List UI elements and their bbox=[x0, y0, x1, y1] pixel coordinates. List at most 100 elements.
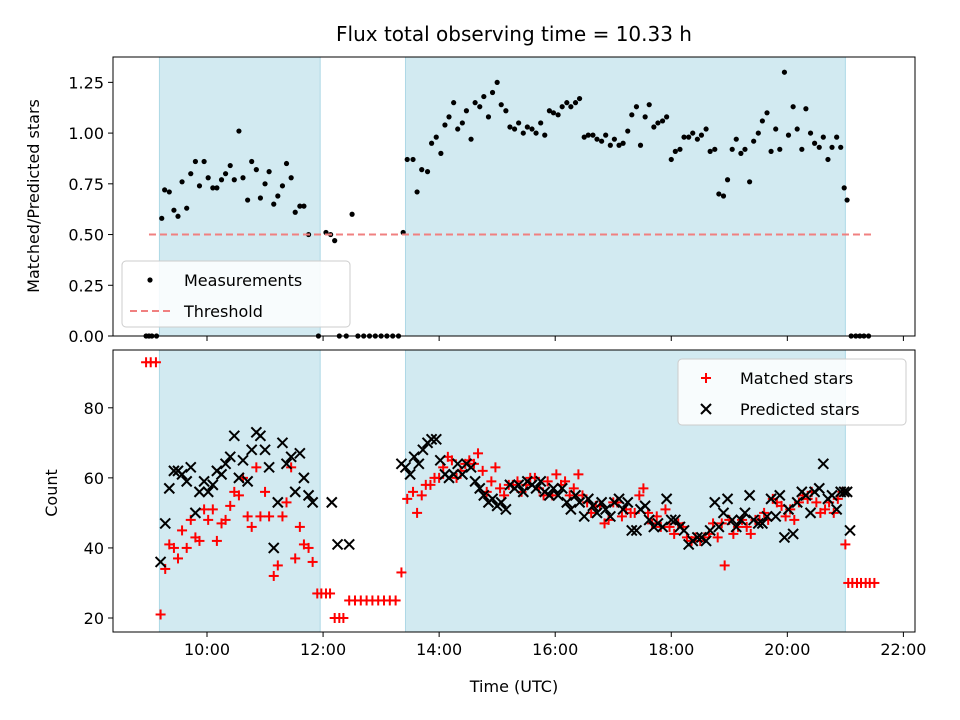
measurement-point bbox=[764, 110, 770, 116]
measurement-point bbox=[184, 205, 190, 211]
measurement-point bbox=[759, 118, 765, 124]
measurement-point bbox=[838, 144, 844, 150]
predicted-star-point bbox=[219, 458, 232, 470]
predicted-star-point bbox=[713, 521, 725, 533]
marker-stroke bbox=[326, 496, 338, 509]
measurement-point bbox=[297, 203, 303, 209]
marker-stroke bbox=[665, 514, 677, 526]
measurement-point bbox=[196, 183, 203, 189]
marker-stroke bbox=[817, 458, 830, 470]
bottom-legend: Matched stars Predicted stars bbox=[677, 358, 907, 426]
measurement-point bbox=[707, 148, 713, 154]
predicted-star-point bbox=[530, 482, 542, 495]
measurement-point bbox=[594, 136, 600, 142]
predicted-star-point bbox=[185, 461, 197, 474]
predicted-star-point bbox=[298, 472, 310, 484]
marker-stroke bbox=[272, 496, 284, 509]
measurement-point bbox=[825, 156, 831, 163]
marker-stroke bbox=[276, 437, 289, 449]
marker-stroke bbox=[193, 486, 206, 498]
predicted-star-point bbox=[791, 496, 803, 509]
predicted-star-point bbox=[237, 454, 249, 467]
plot-frame bbox=[112, 56, 916, 337]
measurement-point bbox=[159, 215, 165, 221]
predicted-star-point bbox=[573, 496, 586, 509]
matched-star-point bbox=[260, 486, 271, 497]
measurement-point bbox=[240, 175, 246, 181]
matched-star-point bbox=[172, 553, 183, 564]
legend-box bbox=[121, 260, 351, 328]
marker-stroke bbox=[569, 489, 582, 502]
legend-label: Predicted stars bbox=[740, 400, 860, 419]
predicted-star-point bbox=[254, 430, 267, 442]
matched-star-point bbox=[220, 514, 231, 525]
marker-stroke bbox=[495, 496, 507, 509]
measurement-point bbox=[686, 134, 692, 140]
predicted-star-point bbox=[285, 451, 297, 463]
measurement-point bbox=[201, 158, 207, 165]
matched-star-point bbox=[634, 490, 645, 501]
marker-stroke bbox=[787, 528, 799, 540]
predicted-star-point bbox=[735, 514, 747, 526]
marker-stroke bbox=[830, 503, 843, 516]
marker-stroke bbox=[547, 482, 560, 495]
predicted-star-point bbox=[726, 514, 738, 526]
predicted-star-point bbox=[787, 528, 799, 540]
measurement-point bbox=[463, 108, 470, 114]
marker-stroke bbox=[841, 486, 853, 498]
matched-star-point bbox=[616, 511, 627, 522]
predicted-star-point bbox=[700, 535, 712, 547]
matched-star-point bbox=[719, 560, 730, 571]
marker-stroke bbox=[739, 507, 751, 519]
predicted-star-point bbox=[495, 496, 507, 509]
measurement-point bbox=[585, 132, 591, 138]
marker-stroke bbox=[643, 514, 655, 526]
marker-stroke bbox=[756, 517, 769, 530]
marker-stroke bbox=[245, 444, 258, 456]
marker-stroke bbox=[617, 503, 629, 516]
observing-window-shade bbox=[405, 57, 846, 336]
measurement-point bbox=[489, 89, 496, 96]
predicted-star-point bbox=[826, 489, 838, 502]
matched-star-point bbox=[551, 469, 562, 480]
measurement-point bbox=[301, 203, 307, 209]
predicted-star-point bbox=[841, 486, 853, 498]
marker-stroke bbox=[294, 447, 306, 460]
marker-stroke bbox=[434, 454, 447, 467]
measurement-point bbox=[507, 124, 513, 130]
matched-star-point bbox=[155, 609, 166, 620]
measurement-point bbox=[283, 160, 290, 167]
measurement-point bbox=[550, 110, 557, 116]
marker-stroke bbox=[163, 482, 175, 495]
marker-stroke bbox=[285, 451, 297, 463]
measurement-point bbox=[599, 138, 605, 144]
measurement-point bbox=[646, 102, 652, 108]
marker-stroke bbox=[417, 444, 429, 456]
top-panel-y-axis-title: Matched/Predicted stars bbox=[24, 99, 43, 293]
predicted-star-point bbox=[331, 538, 344, 551]
measurement-point bbox=[218, 177, 225, 183]
marker-stroke bbox=[791, 496, 803, 509]
marker-stroke bbox=[826, 489, 838, 502]
predicted-star-point bbox=[193, 486, 206, 498]
measurement-point bbox=[520, 130, 526, 136]
predicted-star-point bbox=[168, 465, 180, 477]
matched-star-point bbox=[211, 535, 222, 546]
predicted-star-point bbox=[774, 489, 786, 502]
predicted-star-point bbox=[486, 493, 499, 505]
predicted-star-point bbox=[154, 556, 167, 568]
measurement-point bbox=[773, 126, 779, 132]
marker-stroke bbox=[743, 489, 756, 502]
matched-star-point bbox=[408, 486, 419, 497]
marker-stroke bbox=[219, 458, 232, 470]
predicted-star-point bbox=[678, 524, 690, 537]
measurement-point bbox=[210, 185, 216, 191]
measurement-point bbox=[424, 169, 431, 175]
predicted-star-point bbox=[408, 451, 420, 463]
predicted-star-point bbox=[569, 489, 582, 502]
measurement-point bbox=[332, 238, 338, 244]
measurement-point bbox=[524, 124, 530, 130]
predicted-star-point bbox=[765, 493, 777, 505]
predicted-star-point bbox=[198, 475, 210, 488]
matched-star-point bbox=[199, 504, 210, 515]
